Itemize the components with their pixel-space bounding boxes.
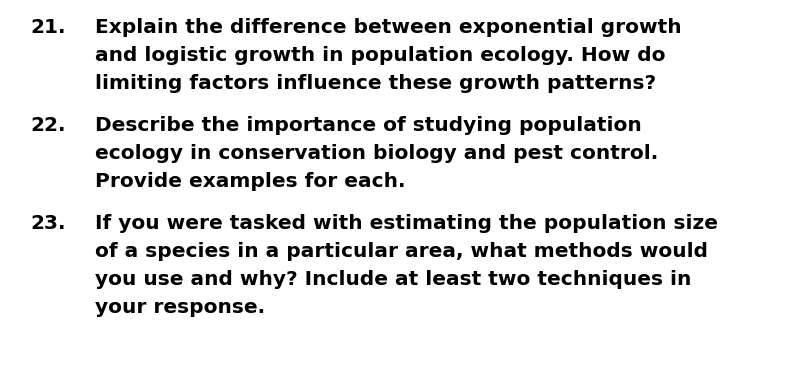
Text: 23.: 23.	[30, 214, 65, 233]
Text: you use and why? Include at least two techniques in: you use and why? Include at least two te…	[95, 270, 692, 289]
Text: 21.: 21.	[30, 18, 65, 37]
Text: Describe the importance of studying population: Describe the importance of studying popu…	[95, 116, 642, 135]
Text: limiting factors influence these growth patterns?: limiting factors influence these growth …	[95, 74, 656, 93]
Text: Explain the difference between exponential growth: Explain the difference between exponenti…	[95, 18, 682, 37]
Text: ecology in conservation biology and pest control.: ecology in conservation biology and pest…	[95, 144, 659, 163]
Text: of a species in a particular area, what methods would: of a species in a particular area, what …	[95, 242, 708, 261]
Text: If you were tasked with estimating the population size: If you were tasked with estimating the p…	[95, 214, 718, 233]
Text: your response.: your response.	[95, 298, 266, 317]
Text: and logistic growth in population ecology. How do: and logistic growth in population ecolog…	[95, 46, 666, 65]
Text: Provide examples for each.: Provide examples for each.	[95, 172, 405, 191]
Text: 22.: 22.	[30, 116, 65, 135]
